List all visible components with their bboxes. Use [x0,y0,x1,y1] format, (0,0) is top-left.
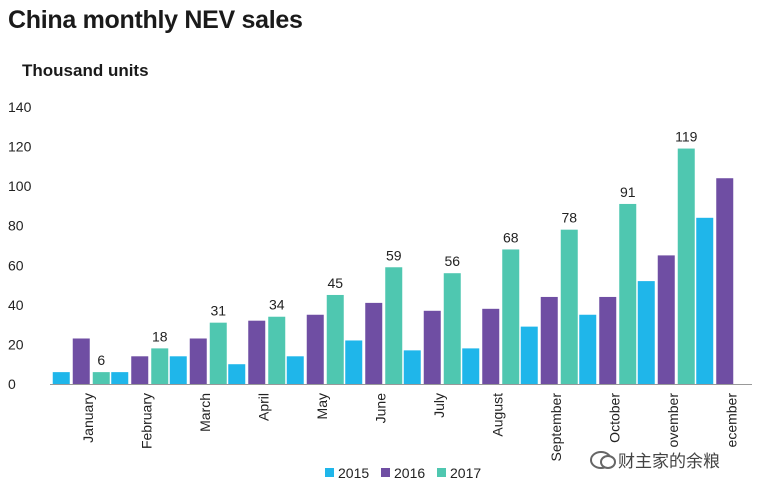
data-label: 56 [444,253,460,269]
bar-2016-february [131,356,149,384]
chart-title: China monthly NEV sales [8,6,303,34]
bar-2017-november [677,148,695,384]
data-label: 91 [620,184,636,200]
bar-2016-december [716,178,734,384]
bar-2016-april [248,320,266,384]
x-tick-label: August [489,393,505,437]
y-tick-label: 100 [8,178,32,194]
x-tick-label: April [255,393,271,421]
bar-2016-october [599,296,617,384]
bar-2016-july [423,310,441,384]
y-tick-label: 60 [8,257,24,273]
bar-2016-march [189,338,207,384]
wechat-icon [590,450,616,469]
x-tick-label: January [80,393,96,443]
bar-2015-june [345,340,363,384]
x-tick-label: May [314,393,330,419]
bar-2017-april [268,316,286,384]
bar-2017-february [151,348,169,384]
legend-label-2016: 2016 [394,465,425,481]
bar-2016-january [72,338,90,384]
bar-2016-november [657,255,675,384]
x-tick-label: March [197,393,213,432]
bar-2015-july [403,350,421,384]
bar-2017-january [92,372,110,384]
data-label: 6 [97,352,105,368]
bar-2016-august [482,308,500,384]
data-label: 31 [210,303,226,319]
x-tick-label: June [372,393,388,424]
y-tick-label: 140 [8,99,32,115]
data-label: 45 [327,275,343,291]
bar-2017-october [619,203,637,384]
watermark-text: 财主家的余粮 [618,452,720,471]
x-tick-label: ecember [723,393,739,448]
bar-2015-may [286,356,304,384]
y-tick-label: 0 [8,376,16,392]
data-label: 68 [503,229,519,245]
bar-2015-january [52,372,70,384]
bar-2015-february [111,372,129,384]
bar-2017-march [209,322,227,384]
bar-2016-september [540,296,558,384]
bar-2017-august [502,249,520,384]
legend-swatch-2016 [381,468,390,477]
bar-2015-november [637,281,655,384]
bar-2016-may [306,314,324,384]
bar-2015-december [696,217,714,384]
x-tick-label: July [431,393,447,418]
y-tick-label: 40 [8,297,24,313]
bar-2015-september [520,326,538,384]
bar-2015-april [228,364,246,384]
data-label: 18 [152,328,168,344]
y-tick-label: 80 [8,218,24,234]
legend-swatch-2017 [437,468,446,477]
bar-2015-march [169,356,187,384]
bar-2017-september [560,229,578,384]
y-tick-label: 20 [8,336,24,352]
data-label: 119 [675,129,698,145]
bar-2015-october [579,314,597,384]
y-tick-label: 120 [8,139,32,155]
bar-2016-june [365,302,383,384]
x-tick-label: February [138,393,154,449]
legend-label-2015: 2015 [338,465,369,481]
bar-2017-june [385,267,403,384]
legend-label-2017: 2017 [450,465,481,481]
bar-2015-august [462,348,480,384]
x-tick-label: September [548,393,564,462]
y-axis-label: Thousand units [22,61,149,80]
bar-2017-may [326,294,344,384]
x-tick-label: ovember [665,393,681,448]
bar-2017-july [443,273,461,384]
legend-swatch-2015 [325,468,334,477]
x-tick-label: October [606,393,622,443]
watermark: 财主家的余粮 [590,447,720,472]
data-label: 78 [561,210,577,226]
data-label: 59 [386,247,402,263]
data-label: 34 [269,297,285,313]
